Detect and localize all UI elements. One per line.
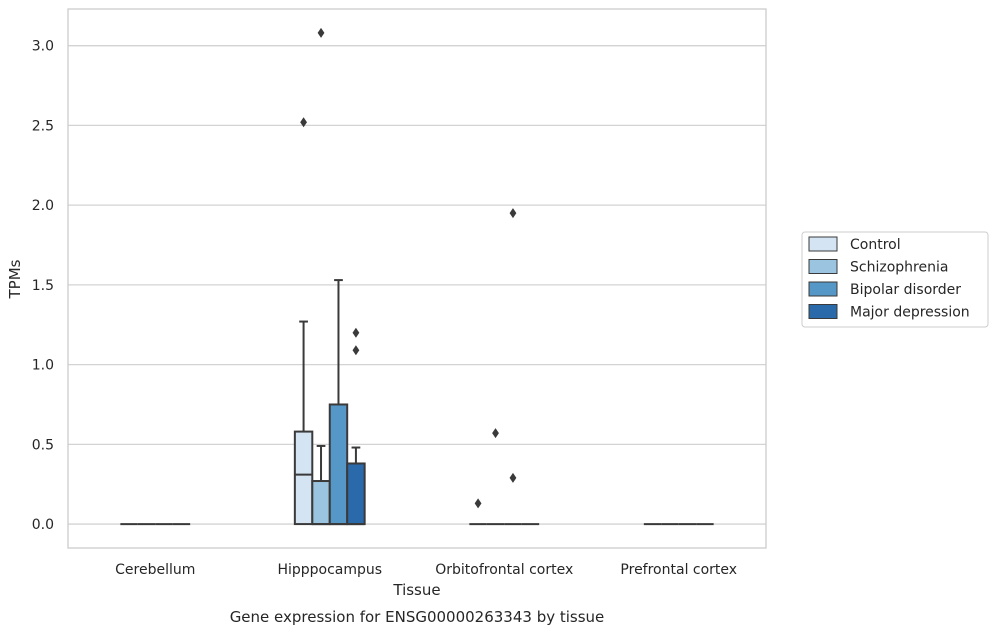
- box-bipolar-disorder: [328, 279, 349, 526]
- x-tick-label: Cerebellum: [115, 562, 195, 578]
- legend-swatch: [808, 281, 838, 297]
- legend-swatch: [808, 259, 838, 274]
- outlier-point: [352, 327, 360, 338]
- legend-label: Control: [850, 237, 901, 253]
- x-tick-labels: Cerebellum Hipppocampus Orbitofrontal cort…: [115, 562, 737, 578]
- box-body: [328, 403, 349, 526]
- outlier-point: [474, 498, 482, 509]
- box-schizophrenia: [311, 27, 331, 526]
- outlier-point: [509, 208, 517, 219]
- box-body: [346, 462, 366, 526]
- outlier-point: [492, 428, 499, 439]
- legend-label: Major depression: [850, 305, 970, 321]
- y-tick-label: 2.0: [32, 198, 54, 214]
- y-tick-label: 0.5: [32, 437, 54, 453]
- x-tick-label: Hipppocampus: [277, 562, 382, 578]
- legend-frame: [801, 231, 989, 328]
- y-tick-labels: 0.0 0.5 1.0 1.5 2.0 2.5 3.0: [32, 39, 54, 533]
- box-body: [311, 480, 331, 526]
- box-schizophrenia: [486, 428, 505, 526]
- y-tick-label: 1.0: [32, 358, 54, 374]
- y-tick-label: 3.0: [32, 39, 54, 55]
- outlier-point: [352, 345, 360, 356]
- y-tick-label: 2.5: [32, 118, 54, 134]
- x-axis-label: Tissue: [392, 581, 440, 599]
- box-control: [293, 117, 314, 526]
- x-tick-label: Orbitofrontal cortex: [435, 562, 573, 578]
- y-tick-label: 0.0: [32, 517, 54, 533]
- x-tick-label: Prefrontal cortex: [620, 562, 737, 578]
- legend-swatch: [808, 304, 838, 319]
- y-axis-label: TPMs: [6, 259, 24, 299]
- y-tick-label: 1.5: [32, 278, 54, 294]
- plot-area-frame: [67, 8, 767, 549]
- legend: Control Schizophrenia Bipolar disorder Majo…: [801, 231, 989, 328]
- outlier-point: [317, 27, 325, 38]
- outlier-point: [509, 472, 517, 483]
- legend-label: Schizophrenia: [850, 260, 948, 276]
- box-control: [469, 498, 487, 526]
- gridlines: [68, 45, 766, 525]
- box-body: [293, 430, 314, 526]
- legend-label: Bipolar disorder: [850, 282, 961, 298]
- figure-caption: Gene expression for ENSG00000263343 by t…: [230, 608, 605, 626]
- legend-swatch: [808, 236, 838, 252]
- box-bipolar-disorder: [504, 208, 522, 526]
- boxes-layer: [120, 27, 714, 526]
- legend-items: Control Schizophrenia Bipolar disorder Majo…: [808, 236, 970, 321]
- box-major-depression: [346, 327, 366, 526]
- outlier-point: [300, 117, 307, 128]
